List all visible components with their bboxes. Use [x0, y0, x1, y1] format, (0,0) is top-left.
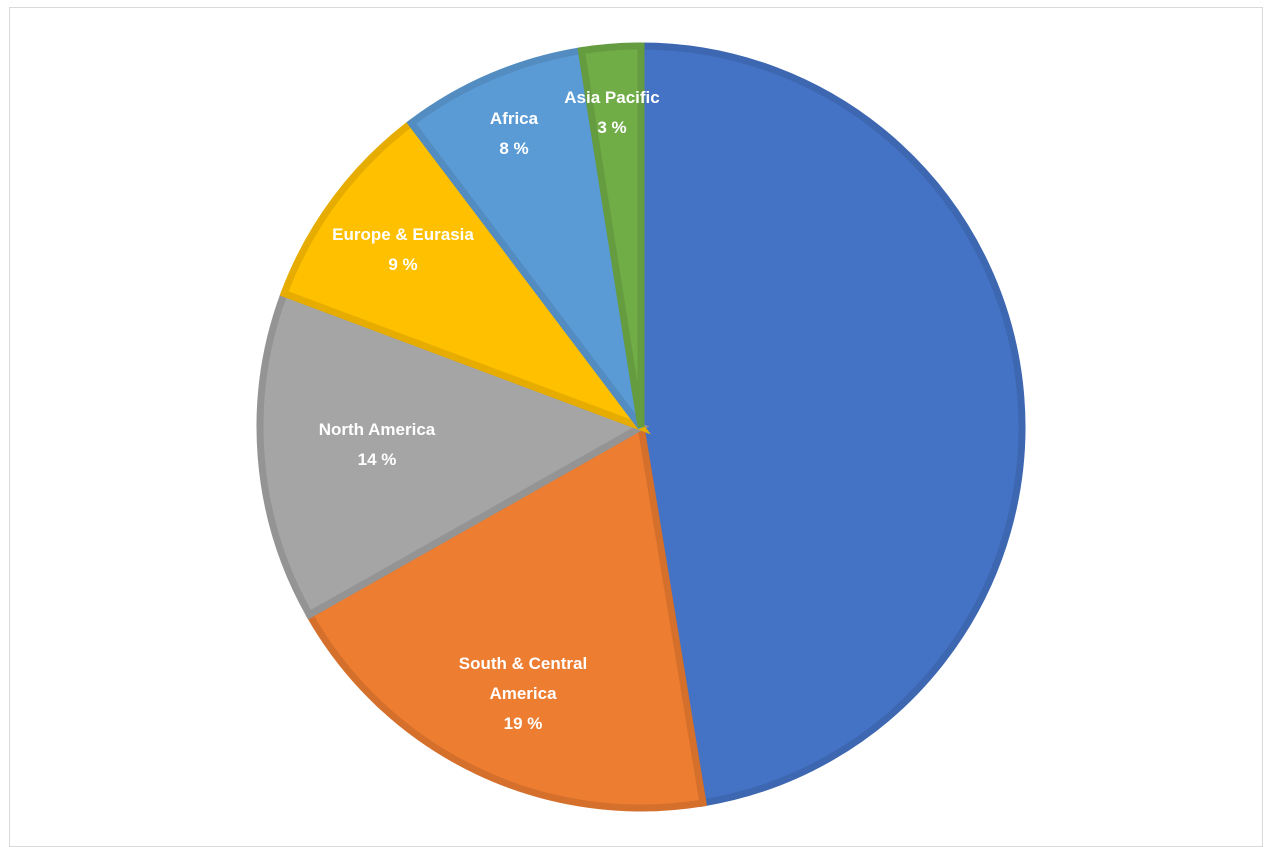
slice-percent-label: 9 % — [388, 255, 417, 274]
slice-name-label: Middle East — [896, 788, 991, 807]
slice-label-0: Middle East 47 % — [896, 788, 991, 837]
slice-name-label: Asia Pacific — [564, 88, 659, 107]
slice-percent-label: 19 % — [504, 714, 543, 733]
slice-label-2: North America 14 % — [319, 420, 436, 469]
slice-percent-label: 8 % — [499, 139, 528, 158]
pie-slice-4 — [406, 46, 645, 430]
pie-slice-2 — [256, 288, 650, 620]
pie-slice-5 — [577, 42, 645, 428]
chart-frame: Middle East 47 % South & Central America 19 … — [9, 7, 1263, 847]
pie-slice-0 — [637, 42, 1026, 807]
pie-slice-1 — [304, 421, 707, 812]
slice-name-label: America — [489, 684, 557, 703]
slice-label-4: Africa 8 % — [490, 109, 539, 158]
slice-name-label: South & Central — [459, 654, 587, 673]
pie-chart: Middle East 47 % South & Central America 19 … — [256, 42, 1026, 837]
slice-percent-label: 3 % — [597, 118, 626, 137]
pie-slice-3 — [279, 118, 652, 435]
slice-name-label: North America — [319, 420, 436, 439]
slice-label-1: South & Central America 19 % — [459, 654, 587, 733]
slice-label-3: Europe & Eurasia 9 % — [332, 225, 474, 274]
slice-label-5: Asia Pacific 3 % — [564, 88, 659, 137]
slice-percent-label: 47 % — [924, 818, 963, 837]
slice-name-label: Europe & Eurasia — [332, 225, 474, 244]
slice-name-label: Africa — [490, 109, 539, 128]
slice-percent-label: 14 % — [358, 450, 397, 469]
pie-labels: Middle East 47 % South & Central America 19 … — [319, 88, 991, 837]
pie-slices — [256, 42, 1026, 812]
